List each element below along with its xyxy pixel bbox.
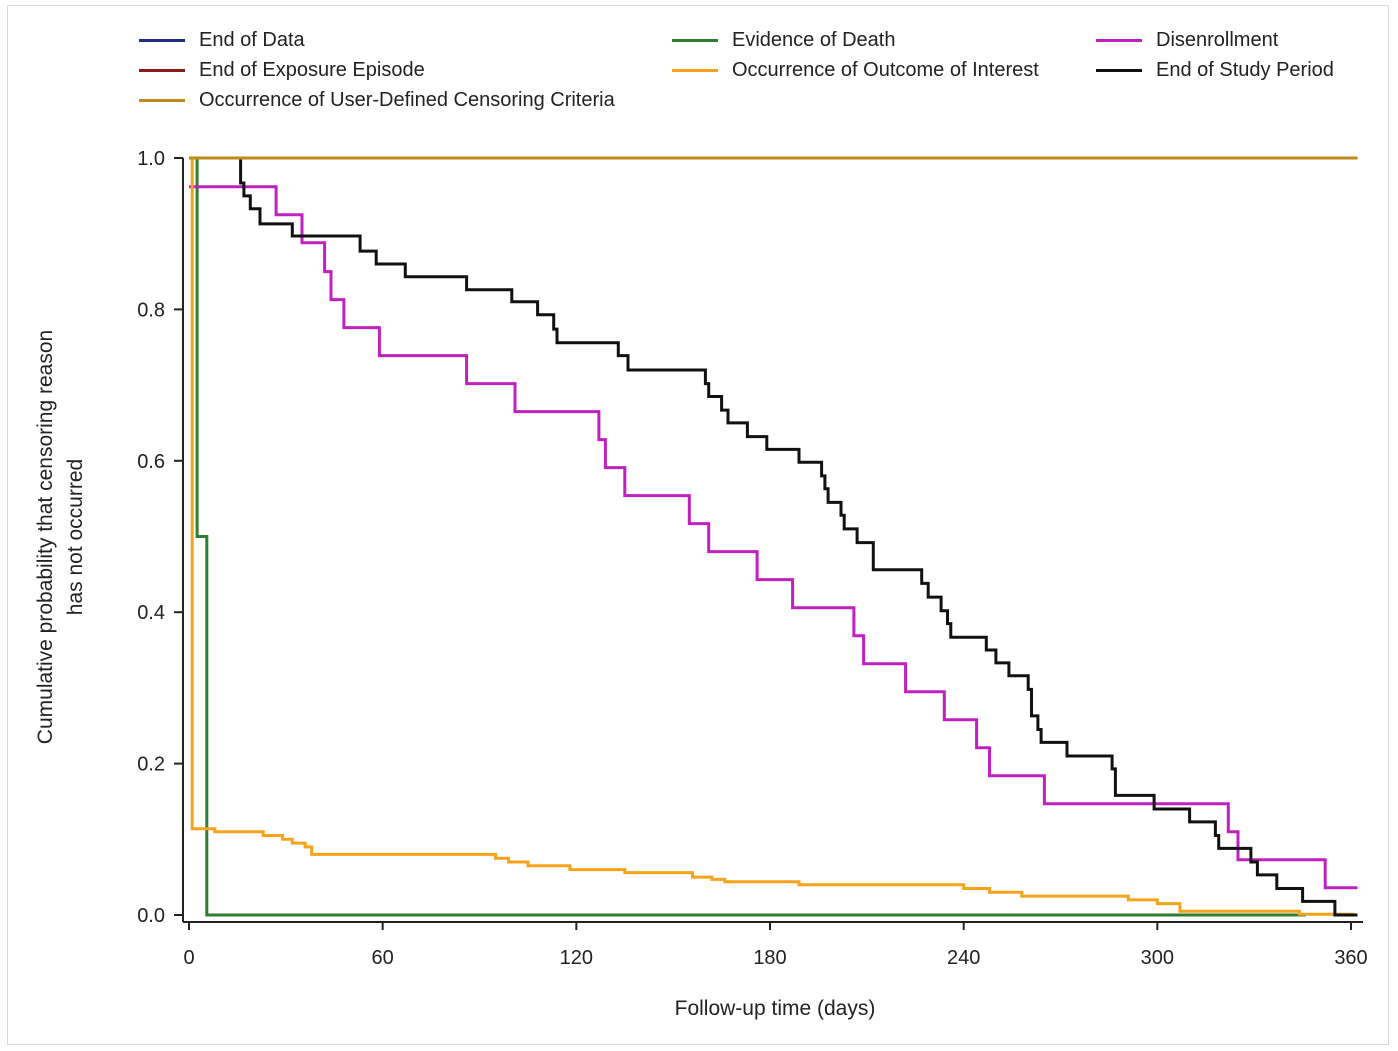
y-tick-label: 0.0: [137, 905, 165, 927]
legend-swatch: [1096, 38, 1142, 42]
series-line-disenrollment: [189, 185, 1358, 890]
legend-label: Occurrence of User-Defined Censoring Cri…: [199, 88, 615, 111]
y-axis-title-line-2: has not occurred: [64, 459, 87, 615]
x-axis-title: Follow-up time (days): [675, 997, 876, 1020]
legend-item-end-of-exposure-episode: End of Exposure Episode: [139, 57, 425, 83]
x-tick-label: 0: [183, 947, 194, 969]
legend-item-occurrence-of-outcome: Occurrence of Outcome of Interest: [672, 57, 1039, 83]
x-tick-label: 300: [1141, 947, 1174, 969]
legend-label: Evidence of Death: [732, 28, 896, 51]
y-tick-label: 0.8: [137, 299, 165, 321]
legend-item-disenrollment: Disenrollment: [1096, 27, 1278, 53]
y-axis-title-group: Cumulative probability that censoring re…: [34, 330, 87, 744]
y-tick-label: 0.2: [137, 754, 165, 776]
series-line-end-of-study-period: [237, 156, 1358, 917]
y-tick-label: 1.0: [137, 148, 165, 170]
legend-label: End of Study Period: [1156, 58, 1334, 81]
legend-item-user-defined-censoring: Occurrence of User-Defined Censoring Cri…: [139, 87, 615, 113]
x-tick-label: 180: [753, 947, 786, 969]
x-tick-label: 360: [1334, 947, 1367, 969]
legend-item-evidence-of-death: Evidence of Death: [672, 27, 895, 53]
legend-label: Occurrence of Outcome of Interest: [732, 58, 1039, 81]
legend-item-end-of-study-period: End of Study Period: [1096, 57, 1334, 83]
legend-label: Disenrollment: [1156, 28, 1279, 51]
chart-frame: [7, 5, 1389, 1045]
legend-item-end-of-data: End of Data: [139, 27, 305, 53]
series-layer: [189, 156, 1358, 917]
series-line-evidence-of-death: [189, 156, 1306, 917]
legend-swatch: [139, 68, 185, 72]
legend-label: End of Exposure Episode: [199, 58, 425, 81]
y-axis-title-line-1: Cumulative probability that censoring re…: [34, 330, 57, 744]
axes-layer: 0.0 0.2 0.4 0.6 0.8 1.0 0 60 120 180 240 300 360: [137, 148, 1368, 969]
x-tick-label: 120: [560, 947, 593, 969]
legend-swatch: [1096, 68, 1142, 72]
legend-swatch: [672, 38, 718, 42]
y-tick-label: 0.6: [137, 451, 165, 473]
series-line-occurrence-of-outcome-of-interest: [189, 156, 1355, 916]
legend-swatch: [139, 38, 185, 42]
legend-swatch: [139, 98, 185, 102]
x-tick-label: 60: [372, 947, 394, 969]
x-tick-label: 240: [947, 947, 980, 969]
y-tick-label: 0.4: [137, 602, 165, 624]
legend: End of Data Evidence of Death Disenrollm…: [0, 0, 1398, 120]
legend-swatch: [672, 68, 718, 72]
legend-label: End of Data: [199, 28, 305, 51]
